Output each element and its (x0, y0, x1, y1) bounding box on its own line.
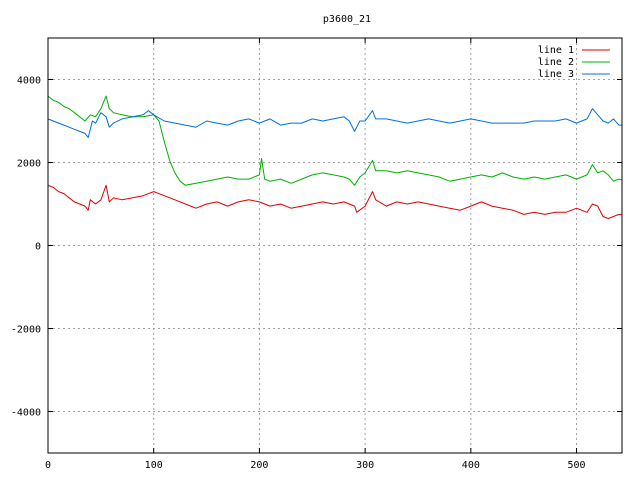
y-tick-label: -4000 (11, 408, 41, 419)
x-tick-label: 200 (250, 460, 268, 471)
series-layer (47, 95, 623, 219)
x-tick-label: 500 (568, 460, 586, 471)
x-tick-label: 400 (462, 460, 480, 471)
y-tick-label: 2000 (17, 159, 41, 170)
legend-label-2: line 2 (538, 57, 574, 68)
y-tick-label: 4000 (17, 76, 41, 87)
grid (48, 38, 622, 453)
x-tick-label: 100 (145, 460, 163, 471)
tick-layer: 0 100 200 300 400 500 -4000 -2000 0 2000 4000 (11, 38, 622, 471)
series-line-2 (47, 95, 623, 186)
legend-label-1: line 1 (538, 45, 574, 56)
x-tick-label: 0 (45, 460, 51, 471)
legend-label-3: line 3 (538, 69, 574, 80)
chart-title: p3600_21 (323, 14, 371, 25)
x-tick-label: 300 (356, 460, 374, 471)
series-line-3 (47, 108, 622, 139)
y-tick-label: 0 (35, 242, 41, 253)
series-line-1 (47, 184, 622, 219)
y-tick-label: -2000 (11, 325, 41, 336)
